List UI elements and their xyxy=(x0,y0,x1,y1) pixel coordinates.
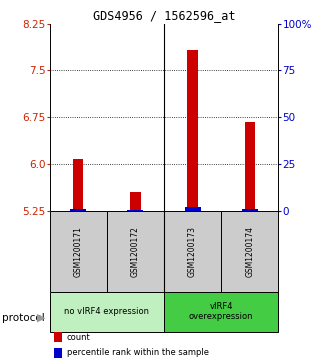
Bar xyxy=(164,211,221,291)
Title: GDS4956 / 1562596_at: GDS4956 / 1562596_at xyxy=(93,9,235,23)
Bar xyxy=(50,211,107,291)
Bar xyxy=(164,291,278,332)
Bar xyxy=(242,209,258,211)
Bar xyxy=(185,207,201,211)
Text: GSM1200173: GSM1200173 xyxy=(188,226,197,277)
Text: GSM1200174: GSM1200174 xyxy=(245,226,254,277)
Bar xyxy=(245,122,255,211)
Bar xyxy=(70,209,86,211)
Bar xyxy=(188,50,198,211)
Text: percentile rank within the sample: percentile rank within the sample xyxy=(67,348,209,358)
Bar xyxy=(130,192,140,211)
Bar xyxy=(54,332,62,342)
Text: GSM1200172: GSM1200172 xyxy=(131,226,140,277)
Bar xyxy=(221,211,278,291)
Bar xyxy=(107,211,164,291)
Text: protocol: protocol xyxy=(2,313,44,323)
Text: ▶: ▶ xyxy=(37,313,45,323)
Text: count: count xyxy=(67,333,91,342)
Text: GSM1200171: GSM1200171 xyxy=(74,226,83,277)
Bar xyxy=(54,348,62,358)
Bar xyxy=(127,209,143,211)
Bar xyxy=(50,291,164,332)
Text: vIRF4
overexpression: vIRF4 overexpression xyxy=(189,302,253,321)
Bar xyxy=(73,159,83,211)
Text: no vIRF4 expression: no vIRF4 expression xyxy=(64,307,149,316)
